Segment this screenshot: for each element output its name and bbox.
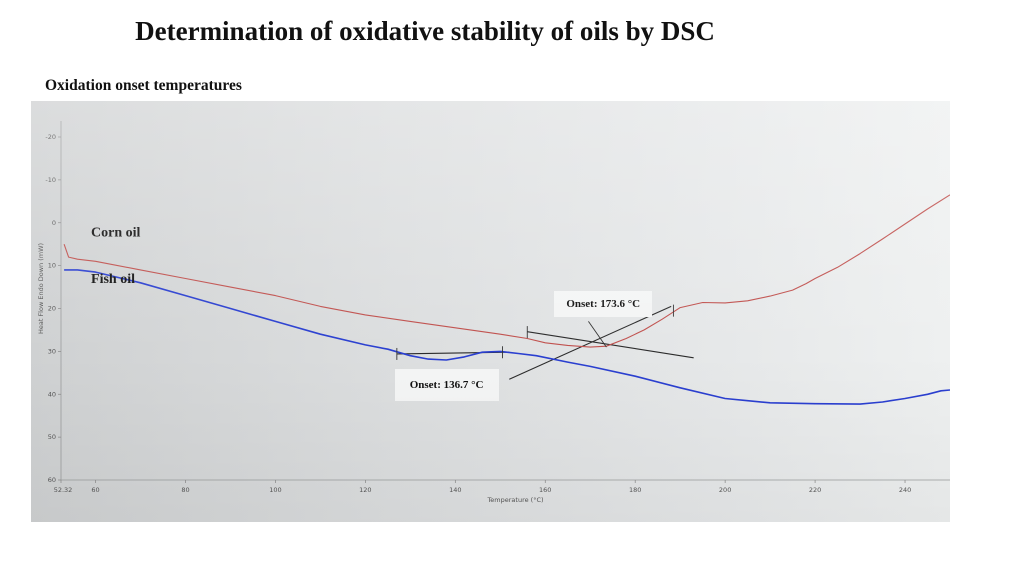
y-axis-title: Heat Flow Endo Down (mW)	[37, 243, 45, 334]
x-tick-label: 240	[899, 486, 911, 494]
y-tick-label: -20	[45, 133, 56, 141]
onset-pointer-line	[588, 321, 607, 348]
tangent-line-3	[509, 305, 672, 380]
chart-axes: -20 -10 0 10 20 30 40 50 60 52.32 60 80 100 120 140 160…	[37, 121, 950, 504]
corn-oil-label: Corn oil	[91, 225, 141, 240]
x-tick-label: 60	[91, 486, 99, 494]
onset-annotation-1: Onset: 136.7 °C	[394, 368, 499, 401]
dsc-chart: -20 -10 0 10 20 30 40 50 60 52.32 60 80 100 120 140 160…	[37, 121, 950, 504]
fish-oil-label: Fish oil	[91, 272, 135, 287]
y-tick-label: 60	[48, 476, 56, 484]
dsc-thermogram-photo: -20 -10 0 10 20 30 40 50 60 52.32 60 80 100 120 140 160…	[31, 101, 950, 522]
x-tick-label: 160	[539, 486, 551, 494]
y-tick-label: 40	[48, 390, 56, 398]
x-tick-label: 120	[359, 486, 371, 494]
onset-annotation-2: Onset: 173.6 °C	[554, 291, 653, 318]
x-tick-label: 140	[449, 486, 461, 494]
chart-series-labels: Corn oil Fish oil	[91, 225, 141, 286]
slide-subtitle: Oxidation onset temperatures	[45, 77, 242, 94]
slide-title: Determination of oxidative stability of …	[135, 16, 715, 46]
x-tick-label: 80	[181, 486, 189, 494]
fish-oil-curve	[64, 269, 950, 405]
corn-oil-curve	[63, 194, 950, 348]
y-tick-label: 20	[48, 305, 56, 313]
y-tick-label: 30	[48, 347, 56, 355]
x-tick-label: 220	[809, 486, 821, 494]
x-tick-label: 100	[269, 486, 281, 494]
y-tick-label: 50	[48, 433, 56, 441]
y-tick-label: -10	[45, 176, 56, 184]
x-tick-label: 180	[629, 486, 641, 494]
x-tick-label: 200	[719, 486, 731, 494]
x-tick-label: 52.32	[54, 486, 73, 494]
x-axis-title: Temperature (°C)	[486, 496, 543, 504]
chart-lines	[63, 194, 950, 405]
y-tick-label: 0	[52, 219, 56, 227]
y-tick-label: 10	[48, 262, 56, 270]
